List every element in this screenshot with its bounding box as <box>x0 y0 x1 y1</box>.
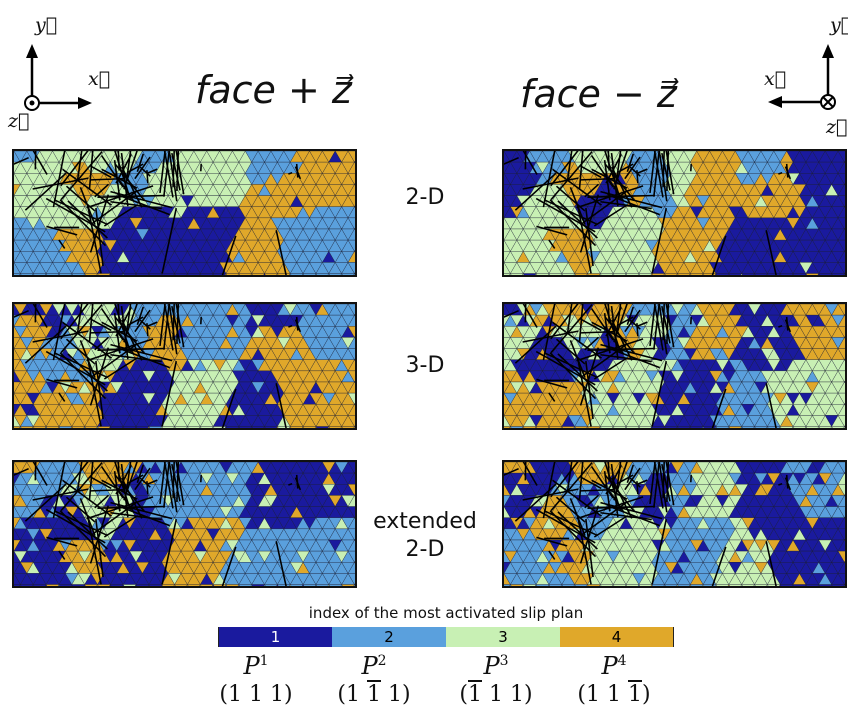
row-label-line1: 2-D <box>405 185 445 210</box>
axes-right-frame <box>768 44 836 110</box>
slip-plane-1: P1 (1 1 1) <box>219 652 293 707</box>
slip-plane-4: P4 (1 1 1) <box>577 652 651 707</box>
axis-z-label-right: z⃗ <box>826 116 848 138</box>
miller-k: 1 <box>249 682 263 707</box>
miller-k: 1 <box>367 682 381 707</box>
miller-h: 1 <box>468 682 482 707</box>
panel-extended-2d-face-minus-z <box>502 460 847 588</box>
legend-swatch-3: 3 <box>446 627 560 647</box>
row-label-extended-2d: extended 2-D <box>360 508 490 564</box>
legend-index-4: 4 <box>611 628 622 646</box>
legend-index-1: 1 <box>270 628 281 646</box>
axis-x-label-left: x⃗ <box>88 68 111 90</box>
row-label-line1: 3-D <box>405 353 445 378</box>
miller-h: 1 <box>346 682 360 707</box>
panel-2d-face-plus-z <box>12 149 357 277</box>
slip-plane-3: P3 (1 1 1) <box>459 652 533 707</box>
legend-title: index of the most activated slip plan <box>308 604 584 622</box>
axis-x-label-right: x⃗ <box>764 68 787 90</box>
axis-y-label-left: y⃗ <box>35 14 58 36</box>
miller-l: 1 <box>628 682 642 707</box>
legend-swatch-2: 2 <box>332 627 446 647</box>
slip-plane-2: P2 (1 1 1) <box>337 652 411 707</box>
legend-index-2: 2 <box>384 628 394 646</box>
miller-h: 1 <box>228 682 242 707</box>
row-label-line2: 2-D <box>405 537 445 562</box>
miller-l: 1 <box>510 682 524 707</box>
miller-h: 1 <box>586 682 600 707</box>
legend-swatch-1: 1 <box>219 627 332 647</box>
legend-swatch-4: 4 <box>560 627 673 647</box>
axis-z-label-left: z⃗ <box>8 110 30 132</box>
row-label-line1: extended <box>373 509 477 534</box>
axis-y-label-right: y⃗ <box>830 14 848 36</box>
panel-3d-face-plus-z <box>12 302 357 430</box>
panel-3d-face-minus-z <box>502 302 847 430</box>
plane-superscript: 1 <box>259 653 269 669</box>
plane-superscript: 3 <box>499 653 509 669</box>
plane-symbol: P <box>243 652 260 680</box>
plane-symbol: P <box>361 652 378 680</box>
plane-superscript: 4 <box>617 653 627 669</box>
plane-symbol: P <box>483 652 500 680</box>
miller-l: 1 <box>388 682 402 707</box>
plane-superscript: 2 <box>377 653 387 669</box>
miller-k: 1 <box>607 682 621 707</box>
panel-extended-2d-face-plus-z <box>12 460 357 588</box>
axes-left-frame <box>24 44 92 111</box>
title-left: face + z⃗ <box>195 68 352 112</box>
row-label-3d: 3-D <box>360 352 490 380</box>
miller-l: 1 <box>270 682 284 707</box>
plane-symbol: P <box>601 652 618 680</box>
miller-k: 1 <box>489 682 503 707</box>
legend-index-3: 3 <box>498 628 508 646</box>
panel-2d-face-minus-z <box>502 149 847 277</box>
row-label-2d: 2-D <box>360 184 490 212</box>
title-right: face − z⃗ <box>520 72 677 116</box>
